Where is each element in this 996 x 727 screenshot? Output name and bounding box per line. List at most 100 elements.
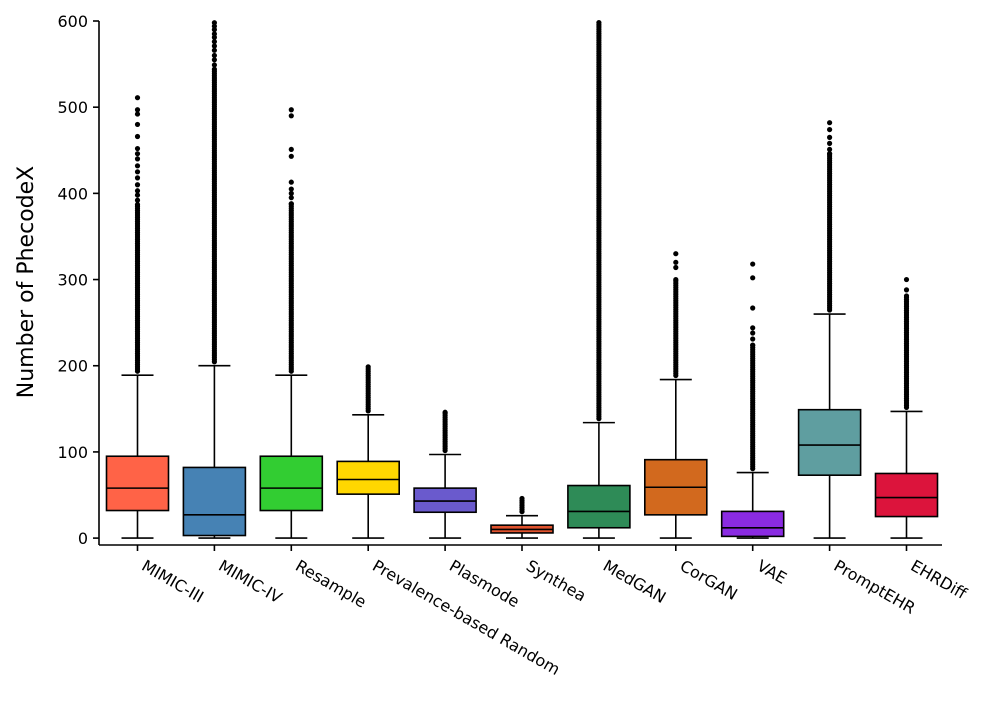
outlier-point	[134, 182, 141, 188]
outlier-point	[288, 190, 294, 196]
box-3	[259, 455, 324, 512]
outlier-point	[750, 325, 756, 331]
outlier-point	[134, 151, 141, 157]
box-group-1	[105, 95, 170, 539]
box-group-7	[567, 20, 631, 539]
outlier-point	[211, 62, 217, 68]
outliers-10	[827, 120, 833, 313]
outliers-1	[134, 95, 141, 374]
outlier-point	[750, 305, 756, 311]
outlier-point	[827, 126, 833, 133]
x-tick-label: PromptEHR	[831, 556, 919, 618]
box-9	[720, 510, 785, 538]
x-tick-label: MIMIC-IV	[215, 556, 285, 607]
y-tick-label: 0	[78, 529, 88, 548]
x-tick-label: MIMIC-III	[139, 556, 208, 607]
outliers-11	[903, 276, 910, 411]
box-7	[567, 484, 631, 529]
y-tick-label: 500	[57, 98, 88, 117]
outlier-point	[211, 52, 217, 59]
outlier-point	[442, 409, 448, 415]
box-group-2	[182, 20, 247, 539]
box-group-9	[720, 261, 785, 539]
outlier-point	[827, 120, 833, 126]
outlier-point	[288, 186, 294, 192]
outlier-point	[750, 330, 756, 336]
outliers-6	[519, 495, 525, 515]
box-group-3	[259, 107, 324, 539]
outlier-point	[288, 201, 294, 207]
outlier-point	[211, 34, 217, 40]
outlier-point	[673, 276, 679, 283]
outlier-point	[673, 264, 679, 271]
box-group-6	[490, 495, 554, 539]
outlier-point	[288, 113, 294, 119]
x-tick-label: EHRDiff	[908, 556, 971, 603]
box-1	[105, 455, 170, 512]
outlier-point	[211, 43, 217, 49]
outlier-point	[134, 156, 141, 162]
outliers-3	[288, 107, 294, 374]
outlier-point	[211, 39, 217, 45]
outlier-point	[134, 175, 141, 181]
box-group-10	[797, 120, 862, 539]
outlier-point	[827, 134, 833, 140]
y-axis-title: Number of PhecodeX	[14, 166, 39, 398]
outlier-point	[134, 197, 141, 203]
outlier-point	[750, 342, 756, 348]
box-group-5	[413, 409, 477, 539]
outlier-point	[211, 66, 217, 72]
outlier-point	[288, 195, 294, 201]
outlier-point	[134, 192, 141, 198]
outlier-point	[903, 293, 910, 299]
outlier-point	[134, 121, 141, 128]
box-5	[413, 487, 477, 514]
outlier-point	[211, 47, 217, 53]
outlier-point	[596, 20, 602, 26]
outliers-7	[596, 20, 602, 422]
outlier-point	[519, 495, 525, 502]
box-2	[182, 466, 247, 537]
outlier-point	[288, 146, 294, 153]
outlier-point	[673, 251, 679, 257]
outlier-point	[827, 151, 833, 157]
outlier-point	[211, 27, 217, 33]
outlier-point	[750, 336, 756, 342]
outlier-point	[134, 188, 141, 194]
outlier-point	[288, 179, 294, 185]
outlier-point	[673, 259, 679, 265]
outliers-2	[211, 20, 217, 365]
outlier-point	[750, 275, 756, 281]
box-4	[336, 460, 401, 495]
outlier-point	[134, 107, 141, 113]
outliers-9	[750, 261, 756, 472]
x-tick-label: Synthea	[523, 556, 590, 605]
outlier-point	[211, 57, 217, 63]
x-tick-label: Resample	[292, 556, 369, 612]
y-tick-label: 600	[57, 12, 88, 31]
outlier-point	[134, 163, 141, 169]
outlier-point	[750, 261, 756, 267]
outlier-point	[827, 146, 833, 153]
y-tick-label: 100	[57, 443, 88, 462]
x-tick-label: VAE	[754, 556, 790, 588]
outlier-point	[365, 364, 371, 370]
box-11	[874, 472, 939, 518]
outlier-point	[134, 111, 141, 117]
outliers-5	[442, 409, 448, 454]
outlier-point	[288, 153, 294, 159]
outlier-point	[134, 95, 141, 101]
outlier-point	[134, 145, 141, 152]
outlier-point	[903, 287, 910, 293]
outlier-point	[134, 201, 141, 208]
box-group-8	[643, 251, 708, 539]
box-group-11	[874, 276, 939, 539]
box-10	[797, 408, 862, 476]
outliers-4	[365, 364, 371, 414]
outlier-point	[134, 169, 141, 175]
x-tick-label: MedGAN	[600, 556, 669, 607]
y-tick-label: 300	[57, 271, 88, 290]
x-tick-label: CorGAN	[677, 556, 741, 604]
outlier-point	[903, 276, 910, 283]
